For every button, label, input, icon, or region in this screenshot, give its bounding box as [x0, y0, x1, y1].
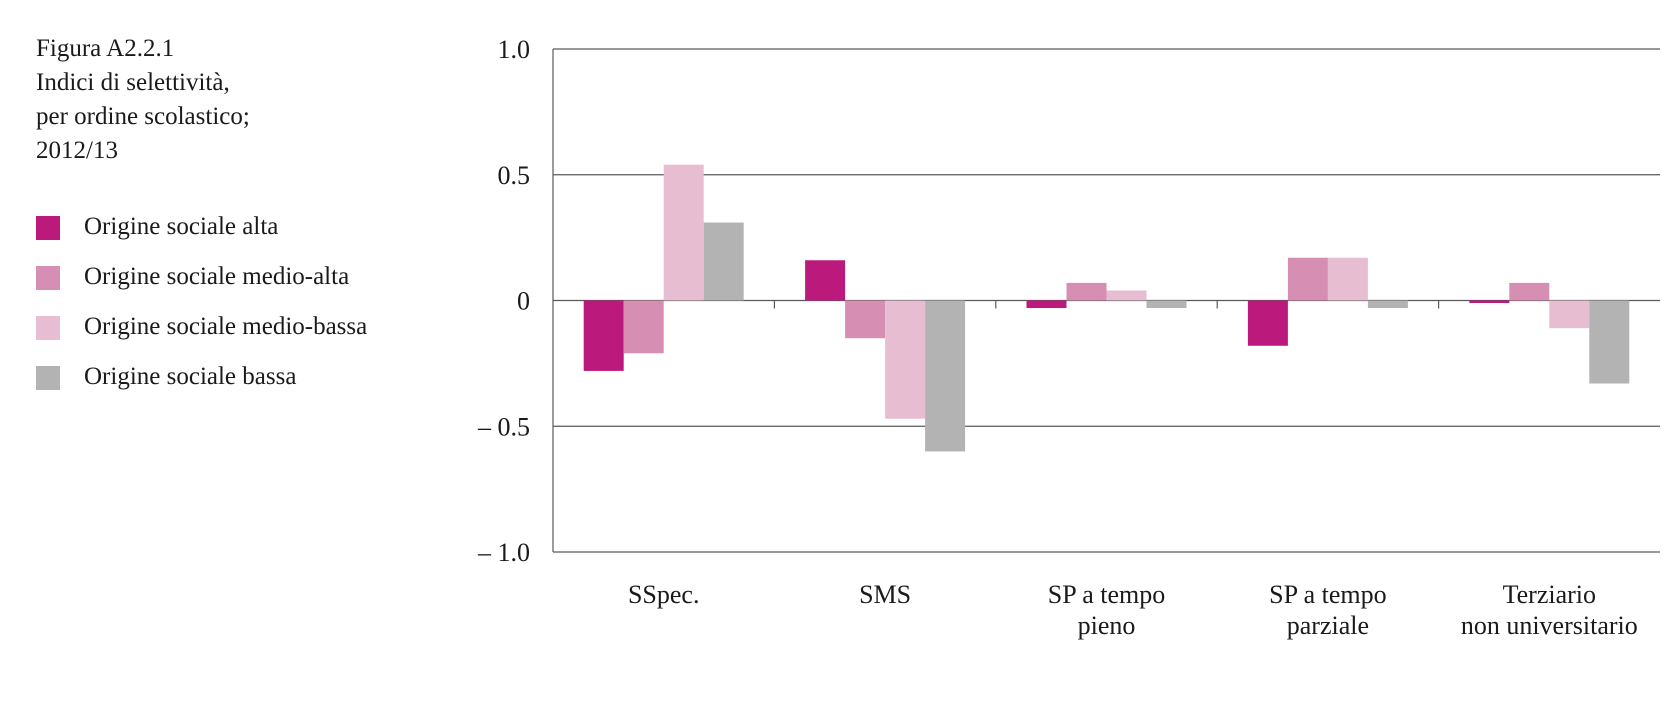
legend-swatch	[36, 216, 60, 240]
bar	[1549, 300, 1590, 329]
bar	[1589, 300, 1630, 384]
bar	[925, 300, 966, 452]
title-line: per ordine scolastico;	[36, 103, 250, 130]
bar	[1509, 282, 1550, 301]
y-tick-label: 1.0	[498, 35, 531, 64]
bar	[1469, 300, 1510, 304]
bar	[805, 260, 846, 301]
legend-swatch	[36, 316, 60, 340]
x-tick-label: SSpec.	[628, 580, 700, 609]
bar	[1026, 300, 1067, 309]
x-tick-label: parziale	[1287, 611, 1369, 640]
bar	[1287, 257, 1328, 301]
x-tick-label: Terziario	[1503, 580, 1596, 609]
bar	[663, 164, 704, 301]
bar	[703, 222, 744, 301]
legend-item: Origine sociale medio-alta	[36, 263, 367, 313]
bar	[1066, 282, 1107, 301]
legend-label: Origine sociale medio-alta	[84, 263, 350, 290]
x-tick-label: non universitario	[1461, 611, 1638, 640]
bar	[885, 300, 926, 419]
x-tick-label: SP a tempo	[1269, 580, 1386, 609]
x-tick-label: pieno	[1078, 611, 1136, 640]
x-tick-label: SMS	[859, 580, 911, 609]
legend-item: Origine sociale bassa	[36, 363, 367, 413]
legend-label: Origine sociale medio-bassa	[84, 313, 368, 340]
legend: Origine sociale alta Origine sociale med…	[36, 213, 367, 413]
legend-label: Origine sociale bassa	[84, 363, 297, 390]
y-tick-label: 0.5	[498, 161, 531, 190]
title-line: 2012/13	[36, 137, 118, 164]
y-tick-label: – 0.5	[477, 412, 530, 441]
chart-title: Figura A2.2.1 Indici di selettività, per…	[36, 32, 250, 168]
legend-item: Origine sociale medio-bassa	[36, 313, 367, 363]
bar	[583, 300, 624, 371]
legend-swatch	[36, 266, 60, 290]
legend-swatch	[36, 366, 60, 390]
bar	[1247, 300, 1288, 346]
bar	[1146, 300, 1187, 309]
title-line: Indici di selettività,	[36, 69, 230, 96]
legend-item: Origine sociale alta	[36, 213, 367, 263]
y-tick-label: – 1.0	[477, 538, 530, 567]
x-tick-label: SP a tempo	[1048, 580, 1165, 609]
bar	[1106, 290, 1147, 301]
bar	[623, 300, 664, 354]
bar	[1367, 300, 1408, 309]
legend-label: Origine sociale alta	[84, 213, 279, 240]
title-line: Figura A2.2.1	[36, 35, 175, 62]
y-tick-label: 0	[517, 287, 530, 316]
bar	[1327, 257, 1368, 301]
bar	[845, 300, 886, 339]
